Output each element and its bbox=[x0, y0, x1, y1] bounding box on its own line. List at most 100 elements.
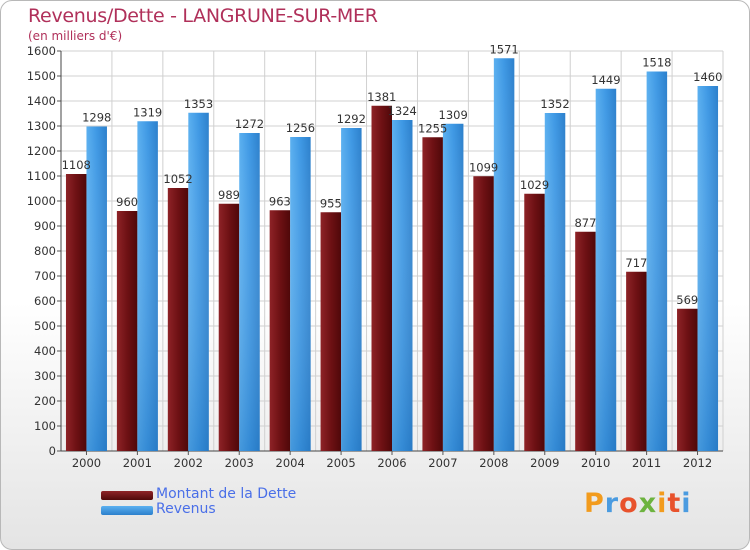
bar-revenus-shade bbox=[697, 86, 719, 451]
data-label-dette: 877 bbox=[574, 216, 596, 230]
x-tick-label: 2001 bbox=[123, 456, 152, 470]
bar-dette bbox=[422, 137, 443, 451]
proxiti-logo: Proxiti bbox=[584, 488, 692, 519]
bar-dette bbox=[269, 210, 291, 451]
brand-letter: t bbox=[667, 488, 682, 519]
bar-revenus-shade bbox=[544, 113, 566, 451]
bar-dette bbox=[65, 174, 87, 451]
legend-swatch-revenue bbox=[101, 506, 153, 515]
y-tick-label: 100 bbox=[34, 419, 56, 433]
y-tick-label: 500 bbox=[34, 319, 56, 333]
y-tick-label: 600 bbox=[34, 294, 56, 308]
bar-dette bbox=[524, 193, 545, 451]
y-tick-label: 800 bbox=[34, 244, 56, 258]
bar-revenus-shade bbox=[595, 88, 617, 451]
bar-dette bbox=[473, 176, 494, 451]
legend-item-revenue: Revenus bbox=[101, 501, 361, 518]
bar-revenus-shade bbox=[442, 123, 464, 451]
y-tick-label: 1300 bbox=[27, 119, 56, 133]
bar-revenus-shade bbox=[239, 133, 260, 451]
data-label-revenus: 1256 bbox=[286, 121, 315, 135]
data-label-revenus: 1272 bbox=[235, 117, 264, 131]
chart-subtitle: (en milliers d'€) bbox=[28, 29, 123, 43]
x-tick-label: 2008 bbox=[479, 456, 508, 470]
brand-letter: i bbox=[681, 488, 692, 519]
bar-revenus-shade bbox=[341, 128, 362, 451]
data-label-dette: 989 bbox=[218, 188, 240, 202]
bar-revenus-shade bbox=[493, 58, 515, 451]
data-label-dette: 963 bbox=[269, 194, 291, 208]
legend-item-debt: Montant de la Dette bbox=[101, 486, 361, 503]
data-label-dette: 1099 bbox=[469, 160, 498, 174]
y-tick-label: 200 bbox=[34, 394, 56, 408]
data-label-dette: 569 bbox=[676, 293, 698, 307]
data-label-revenus: 1298 bbox=[82, 111, 111, 125]
y-tick-label: 1100 bbox=[27, 169, 56, 183]
bar-revenus-shade bbox=[137, 121, 158, 451]
data-label-revenus: 1352 bbox=[540, 97, 569, 111]
data-label-revenus: 1460 bbox=[693, 70, 722, 84]
data-label-revenus: 1518 bbox=[642, 56, 671, 70]
bar-dette bbox=[575, 231, 596, 451]
bar-dette bbox=[167, 188, 189, 451]
brand-letter: r bbox=[604, 488, 620, 519]
y-tick-label: 1200 bbox=[27, 144, 56, 158]
data-label-revenus: 1309 bbox=[439, 108, 468, 122]
x-tick-label: 2011 bbox=[632, 456, 661, 470]
bar-dette bbox=[626, 271, 647, 451]
data-label-dette: 955 bbox=[320, 196, 342, 210]
bar-revenus-shade bbox=[646, 71, 668, 451]
bar-dette bbox=[371, 105, 392, 451]
x-tick-label: 2007 bbox=[428, 456, 457, 470]
bar-revenus-shade bbox=[392, 120, 413, 451]
bars bbox=[65, 58, 719, 451]
data-label-dette: 1029 bbox=[520, 178, 549, 192]
brand-letter: P bbox=[584, 488, 605, 519]
data-label-revenus: 1353 bbox=[184, 97, 213, 111]
bar-dette bbox=[116, 211, 138, 451]
x-tick-label: 2010 bbox=[581, 456, 610, 470]
x-tick-label: 2003 bbox=[225, 456, 254, 470]
data-label-dette: 1108 bbox=[62, 158, 91, 172]
y-tick-label: 1500 bbox=[27, 69, 56, 83]
y-tick-label: 1600 bbox=[27, 44, 56, 58]
x-tick-label: 2000 bbox=[72, 456, 101, 470]
brand-letter: i bbox=[657, 488, 668, 519]
bar-dette bbox=[677, 308, 698, 451]
axes: 0 100 200 300 400 500 600 700 800 900 1000 1100 1200… bbox=[27, 44, 723, 470]
data-label-dette: 1052 bbox=[163, 172, 192, 186]
data-label-revenus: 1324 bbox=[388, 104, 417, 118]
bar-dette bbox=[218, 203, 240, 451]
bar-revenus-shade bbox=[188, 112, 209, 451]
data-labels: 1108 1298 960 1319 1052 1353 989 1272 963 1256 955… bbox=[62, 42, 723, 307]
y-tick-label: 700 bbox=[34, 269, 56, 283]
bar-revenus-shade bbox=[290, 137, 311, 451]
data-label-dette: 717 bbox=[625, 256, 647, 270]
x-tick-label: 2002 bbox=[174, 456, 203, 470]
chart-title: Revenus/Dette - LANGRUNE-SUR-MER bbox=[28, 5, 378, 27]
data-label-dette: 1255 bbox=[418, 121, 447, 135]
y-tick-label: 300 bbox=[34, 369, 56, 383]
x-tick-label: 2004 bbox=[276, 456, 305, 470]
x-tick-label: 2006 bbox=[377, 456, 406, 470]
brand-letter: x bbox=[638, 488, 658, 519]
bar-revenus-shade bbox=[86, 126, 107, 451]
data-label-revenus: 1449 bbox=[591, 73, 620, 87]
y-tick-label: 400 bbox=[34, 344, 56, 358]
y-tick-label: 1000 bbox=[27, 194, 56, 208]
y-tick-label: 0 bbox=[49, 444, 56, 458]
y-tick-label: 1400 bbox=[27, 94, 56, 108]
bar-dette bbox=[320, 212, 342, 451]
data-label-revenus: 1319 bbox=[133, 105, 162, 119]
data-label-revenus: 1292 bbox=[337, 112, 366, 126]
x-tick-label: 2009 bbox=[530, 456, 559, 470]
legend-label-revenue: Revenus bbox=[156, 501, 216, 517]
data-label-dette: 1381 bbox=[367, 90, 396, 104]
y-tick-label: 900 bbox=[34, 219, 56, 233]
x-tick-label: 2005 bbox=[326, 456, 355, 470]
legend-label-debt: Montant de la Dette bbox=[156, 486, 297, 502]
legend-swatch-debt bbox=[101, 491, 153, 500]
data-label-dette: 960 bbox=[116, 195, 138, 209]
